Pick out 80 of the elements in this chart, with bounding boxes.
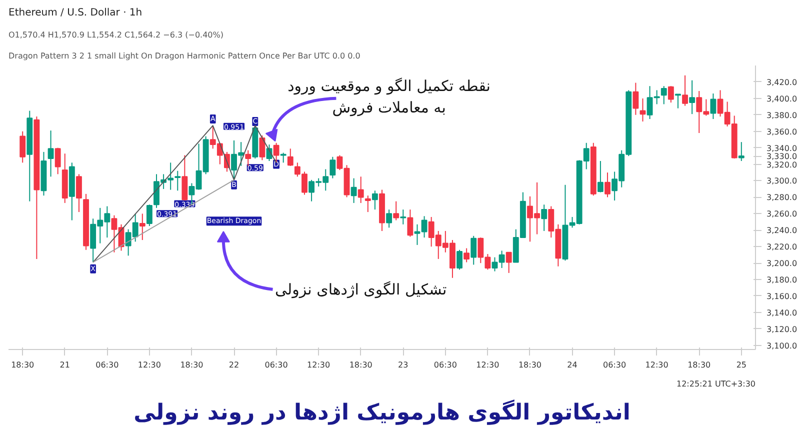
y-tick-label: 3,360.0 bbox=[766, 127, 798, 136]
candlestick bbox=[76, 174, 82, 213]
y-tick-label: 3,240.0 bbox=[766, 226, 798, 236]
text: O1,570.4 H1,570.9 L1,554.2 C1,564.2 −6.3 (−0.40%) bbox=[8, 30, 224, 40]
y-tick-label: 3,320.0 bbox=[766, 160, 798, 170]
x-tick-label: 06:30 bbox=[96, 360, 119, 370]
x-tick-label: 12:30 bbox=[138, 360, 161, 370]
candlestick bbox=[597, 160, 604, 193]
x-tick-label: 12:30 bbox=[476, 360, 500, 370]
candlestick bbox=[632, 82, 639, 116]
candlestick bbox=[364, 195, 371, 213]
x-tick-label: 22 bbox=[228, 360, 240, 370]
x-tick-label: 24 bbox=[567, 360, 578, 370]
text: 12:25:21 UTC+3:30 bbox=[676, 380, 756, 388]
candlestick bbox=[640, 98, 646, 122]
candlestick bbox=[660, 86, 667, 105]
candlestick bbox=[506, 252, 512, 274]
x-tick-label: 18:30 bbox=[180, 360, 204, 370]
candlestick bbox=[287, 148, 294, 166]
candlestick bbox=[456, 249, 462, 270]
y-tick-label: 3,260.0 bbox=[766, 210, 798, 219]
candlestick bbox=[407, 209, 414, 238]
y-tick-label: 3,100.0 bbox=[766, 341, 798, 350]
text: Dragon Pattern 3 2 1 small Light On Dragon Harmonic Pattern Once Per Bar UTC 0.0 0.0 bbox=[8, 52, 360, 60]
candlestick bbox=[386, 209, 392, 228]
candlestick bbox=[358, 176, 364, 204]
y-tick-label: 3,120.0 bbox=[766, 324, 798, 334]
candlestick bbox=[689, 80, 696, 115]
candlestick bbox=[604, 172, 610, 198]
x-tick-label: 18:30 bbox=[688, 360, 711, 370]
y-tick-label: 3,340.0 bbox=[766, 144, 798, 153]
y-tick-label: 3,140.0 bbox=[766, 308, 798, 318]
candlestick bbox=[182, 154, 188, 202]
x-tick-label: 25 bbox=[736, 360, 747, 370]
candlestick bbox=[675, 94, 681, 109]
x-tick-label: 21 bbox=[60, 360, 70, 370]
candlestick bbox=[738, 142, 744, 162]
x-tick-label: 18:30 bbox=[518, 360, 542, 370]
y-tick-label: 3,330.0 bbox=[766, 152, 798, 162]
candlestick bbox=[541, 204, 548, 232]
candlestick bbox=[245, 150, 252, 166]
x-tick-label: 18:30 bbox=[11, 360, 34, 370]
y-tick-label: 3,200.0 bbox=[766, 259, 798, 268]
x-tick-label: 06:30 bbox=[434, 360, 457, 370]
candlestick bbox=[372, 190, 378, 210]
y-tick-label: 3,420.0 bbox=[766, 78, 798, 87]
candlestick bbox=[668, 86, 674, 104]
x-tick-label: 12:30 bbox=[307, 360, 330, 370]
y-tick-label: 3,160.0 bbox=[766, 292, 798, 301]
candlestick bbox=[682, 74, 688, 106]
y-tick-label: 3,380.0 bbox=[766, 110, 798, 120]
y-tick-label: 3,280.0 bbox=[766, 193, 798, 202]
candlestick bbox=[710, 92, 716, 120]
y-tick-label: 3,180.0 bbox=[766, 276, 798, 285]
candlestick bbox=[174, 170, 181, 192]
candlestick bbox=[400, 209, 406, 225]
candlestick bbox=[48, 130, 54, 178]
candlestick bbox=[350, 178, 357, 204]
chart-subtitle: Ethereum / U.S. Dollar · 1h bbox=[8, 8, 142, 18]
annotation: نقطه تکمیل الگو و موقعیت ورود به معاملات فروش bbox=[288, 76, 490, 117]
candlestick bbox=[280, 152, 286, 164]
candlestick bbox=[259, 134, 266, 161]
annotation: تشکیل الگوی اژدهای نزولی bbox=[275, 280, 447, 298]
y-tick-label: 3,220.0 bbox=[766, 242, 798, 252]
candlestick bbox=[464, 248, 470, 263]
y-tick-label: 3,400.0 bbox=[766, 94, 798, 104]
x-tick-label: 06:30 bbox=[603, 360, 626, 370]
candlestick bbox=[20, 130, 26, 164]
candlestick bbox=[330, 156, 336, 179]
x-tick-label: 06:30 bbox=[264, 360, 288, 370]
text: اندیکاتور الگوی هارمونیک اژدها در روند نزولی bbox=[134, 398, 630, 426]
x-tick-label: 12:30 bbox=[645, 360, 668, 370]
candlestick bbox=[54, 147, 61, 175]
candlestick bbox=[139, 213, 146, 241]
candlestick bbox=[393, 200, 400, 221]
candlestick bbox=[146, 204, 152, 227]
x-tick-label: 23 bbox=[398, 360, 408, 370]
candlestick bbox=[470, 235, 477, 266]
y-tick-label: 3,300.0 bbox=[766, 176, 798, 186]
x-tick-label: 18:30 bbox=[349, 360, 372, 370]
